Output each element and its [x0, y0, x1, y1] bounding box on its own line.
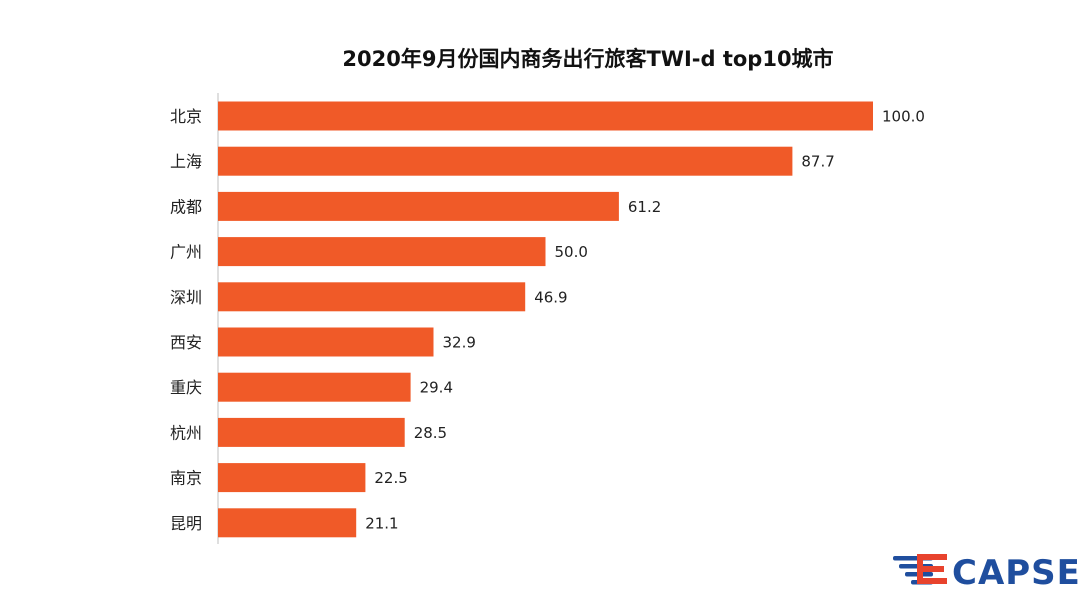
value-labels: 100.0 87.7 61.2 50.0 46.9 32.9 29.4 28.5 22.5 21.… [365, 108, 925, 533]
bar-4 [218, 282, 526, 312]
value-label-1: 87.7 [801, 153, 834, 171]
bar-2 [218, 191, 619, 221]
bar-8 [218, 463, 366, 493]
bar-6 [218, 372, 411, 402]
category-label-7: 杭州 [170, 423, 202, 442]
capse-logo: CAPSE [893, 553, 1080, 593]
bar-9 [218, 508, 357, 538]
value-label-2: 61.2 [628, 198, 661, 216]
bar-1 [218, 146, 793, 176]
bar-0 [218, 101, 873, 131]
category-label-3: 广州 [170, 243, 202, 262]
bar-5 [218, 327, 434, 357]
value-label-9: 21.1 [365, 514, 398, 532]
category-label-8: 南京 [170, 469, 202, 488]
bars [218, 101, 873, 538]
value-label-5: 32.9 [443, 334, 476, 352]
bar-7 [218, 417, 405, 447]
value-label-4: 46.9 [534, 288, 567, 306]
bar-3 [218, 237, 546, 267]
category-label-1: 上海 [170, 152, 202, 171]
capse-logo-mark [893, 554, 947, 585]
value-label-8: 22.5 [374, 469, 407, 487]
value-label-0: 100.0 [882, 108, 925, 126]
category-label-0: 北京 [170, 107, 202, 126]
category-label-2: 成都 [170, 197, 202, 216]
category-label-9: 昆明 [170, 514, 202, 533]
value-label-6: 29.4 [420, 379, 453, 397]
category-label-5: 西安 [170, 333, 202, 352]
value-label-7: 28.5 [414, 424, 447, 442]
capse-logo-text: CAPSE [952, 553, 1080, 593]
value-label-3: 50.0 [555, 243, 588, 261]
chart-title: 2020年9月份国内商务出行旅客TWI-d top10城市 [342, 47, 833, 71]
category-label-4: 深圳 [170, 288, 202, 307]
category-label-6: 重庆 [170, 378, 202, 397]
